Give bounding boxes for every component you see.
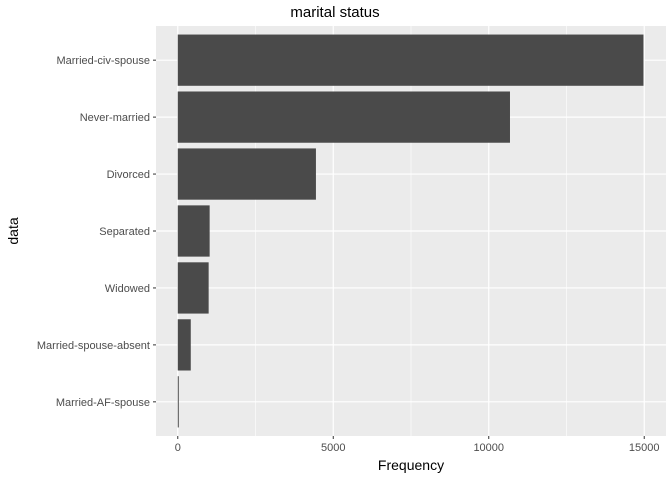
bar [177, 319, 191, 371]
chart-title: marital status [290, 4, 379, 21]
bar [177, 148, 316, 200]
bar [177, 376, 179, 428]
x-tick-label: 10000 [473, 442, 504, 454]
y-tick-label: Married-civ-spouse [56, 55, 150, 67]
y-tick-label: Separated [99, 226, 150, 238]
x-axis-label: Frequency [378, 457, 444, 473]
x-tick-label: 15000 [629, 442, 660, 454]
y-tick-label: Never-married [80, 112, 150, 124]
y-tick-label: Widowed [105, 283, 150, 295]
bars [177, 34, 644, 428]
y-axis: Married-civ-spouse Never-married Divorced S… [37, 55, 156, 409]
y-tick-label: Married-spouse-absent [37, 340, 150, 352]
x-tick-label: 5000 [321, 442, 345, 454]
bar [177, 205, 210, 257]
y-tick-label: Divorced [107, 169, 150, 181]
bar [177, 262, 209, 314]
bar [177, 34, 644, 86]
y-axis-label: data [5, 217, 21, 244]
x-axis: 0 5000 10000 15000 [175, 436, 660, 454]
y-tick-label: Married-AF-spouse [56, 397, 150, 409]
x-tick-label: 0 [175, 442, 181, 454]
bar [177, 91, 510, 143]
